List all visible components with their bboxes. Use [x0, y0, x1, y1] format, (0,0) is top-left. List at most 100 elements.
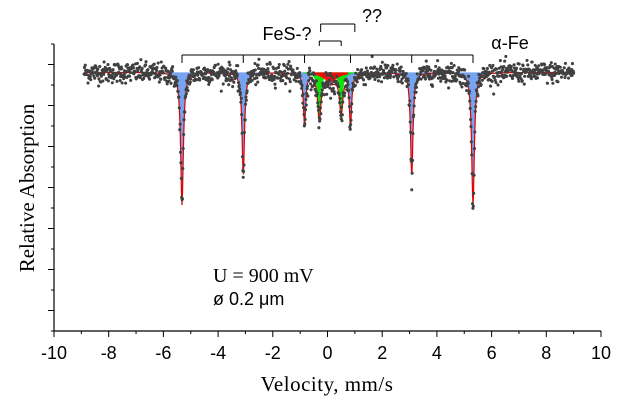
data-point [244, 98, 248, 102]
data-point [453, 75, 457, 79]
data-point [488, 71, 492, 75]
data-point [176, 89, 180, 94]
data-point [331, 86, 335, 90]
data-point [503, 59, 507, 63]
data-point [469, 140, 473, 144]
data-point [459, 82, 463, 86]
data-point [273, 74, 277, 78]
data-point [306, 94, 310, 98]
data-point [110, 75, 114, 79]
data-point [407, 83, 411, 87]
data-point [329, 82, 333, 86]
data-point [84, 72, 88, 77]
data-point [159, 60, 163, 64]
data-point [332, 90, 336, 94]
component-fill-2 [312, 72, 349, 83]
data-point [266, 67, 270, 71]
data-point [300, 83, 304, 88]
data-point [181, 146, 185, 151]
data-point [348, 127, 352, 131]
data-point [340, 105, 344, 109]
data-point [287, 60, 291, 64]
data-point [480, 78, 484, 82]
data-point [178, 150, 183, 154]
x-tick-label: 6 [487, 343, 497, 363]
data-point [567, 66, 571, 70]
data-point [312, 83, 316, 88]
data-point [365, 69, 370, 73]
data-point [414, 85, 419, 89]
data-point [451, 71, 455, 75]
data-point [181, 166, 185, 171]
data-point [404, 71, 408, 76]
data-point [342, 94, 346, 98]
data-point [543, 62, 547, 67]
data-point [285, 76, 289, 80]
data-point [418, 73, 422, 77]
data-point [299, 79, 303, 83]
data-point [276, 65, 281, 70]
data-point [106, 62, 110, 67]
data-point [570, 73, 574, 77]
data-point [170, 69, 174, 73]
data-point [131, 63, 135, 67]
y-axis-label: Relative Absorption [15, 103, 39, 272]
data-point [466, 81, 470, 85]
data-point [393, 71, 397, 75]
data-point [331, 76, 335, 80]
data-point [268, 62, 272, 66]
data-point [415, 72, 419, 76]
data-point [173, 84, 177, 88]
data-point [350, 102, 354, 106]
data-point [530, 60, 534, 64]
data-point [397, 74, 401, 78]
data-point [533, 63, 537, 67]
data-point [213, 63, 217, 67]
data-point [128, 74, 132, 78]
data-point [135, 61, 139, 65]
data-point [556, 80, 560, 84]
data-point [140, 66, 144, 70]
data-point [504, 54, 508, 58]
data-point [107, 72, 111, 76]
data-point [360, 76, 364, 80]
data-point [494, 81, 498, 85]
data-point [253, 68, 257, 72]
data-point [395, 62, 399, 66]
data-point [533, 71, 537, 75]
data-point [188, 74, 192, 78]
data-point [111, 72, 116, 76]
data-point [476, 85, 480, 89]
data-point [298, 71, 302, 75]
data-point [379, 66, 383, 71]
data-point [110, 81, 114, 85]
data-point [475, 89, 479, 93]
data-point [227, 83, 231, 87]
data-point [138, 74, 143, 78]
data-point [174, 75, 178, 79]
data-point [409, 130, 413, 134]
data-point [194, 78, 198, 82]
data-point [572, 71, 576, 75]
data-point [434, 64, 438, 68]
data-point [316, 101, 320, 105]
data-point [449, 61, 453, 65]
data-point [355, 77, 359, 81]
data-point [157, 80, 161, 84]
data-point [471, 204, 475, 208]
data-point [326, 82, 330, 86]
data-point [496, 83, 500, 87]
data-point [115, 79, 119, 83]
data-point [289, 64, 293, 68]
data-point [401, 69, 405, 74]
data-point [400, 81, 404, 85]
data-point [198, 78, 202, 82]
data-point [171, 65, 175, 69]
data-point [295, 66, 299, 70]
data-point [273, 82, 277, 86]
line-position-brackets [181, 23, 474, 63]
data-point [86, 81, 90, 85]
data-point [264, 76, 268, 80]
data-point [341, 100, 345, 104]
data-point [238, 91, 243, 95]
